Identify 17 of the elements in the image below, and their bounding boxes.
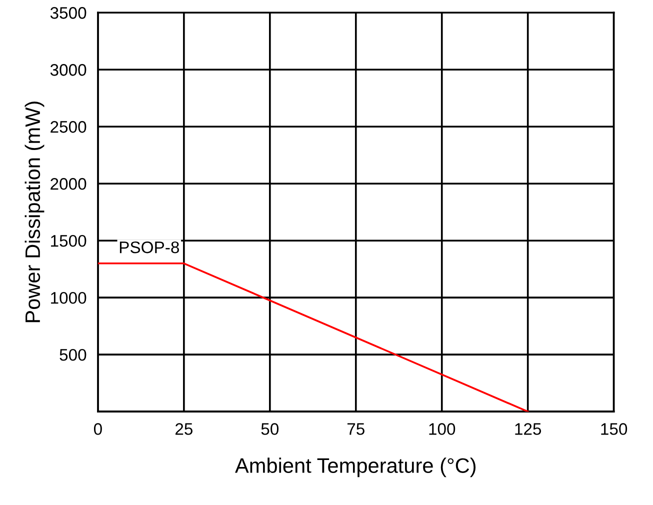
y-axis-title: Power Dissipation (mW) — [24, 102, 44, 322]
x-tick-label: 50 — [261, 423, 279, 435]
y-tick-label: 1500 — [51, 234, 86, 247]
x-tick-label: 25 — [176, 423, 192, 435]
y-tick-label: 500 — [60, 348, 86, 361]
x-tick-label: 150 — [601, 423, 628, 435]
x-tick-label: 125 — [515, 423, 542, 435]
y-tick-label: 3500 — [50, 7, 86, 19]
series-label: PSOP-8 — [120, 241, 179, 254]
y-tick-label: 2000 — [50, 178, 86, 190]
y-tick-label: 1000 — [51, 292, 86, 304]
x-axis-title: Ambient Temperature (°C) — [235, 458, 476, 478]
y-tick-label: 2500 — [50, 121, 86, 133]
x-tick-label: 75 — [347, 423, 364, 435]
x-tick-label: 100 — [429, 423, 456, 435]
y-tick-label: 3000 — [50, 64, 86, 76]
x-tick-label: 0 — [94, 423, 102, 435]
